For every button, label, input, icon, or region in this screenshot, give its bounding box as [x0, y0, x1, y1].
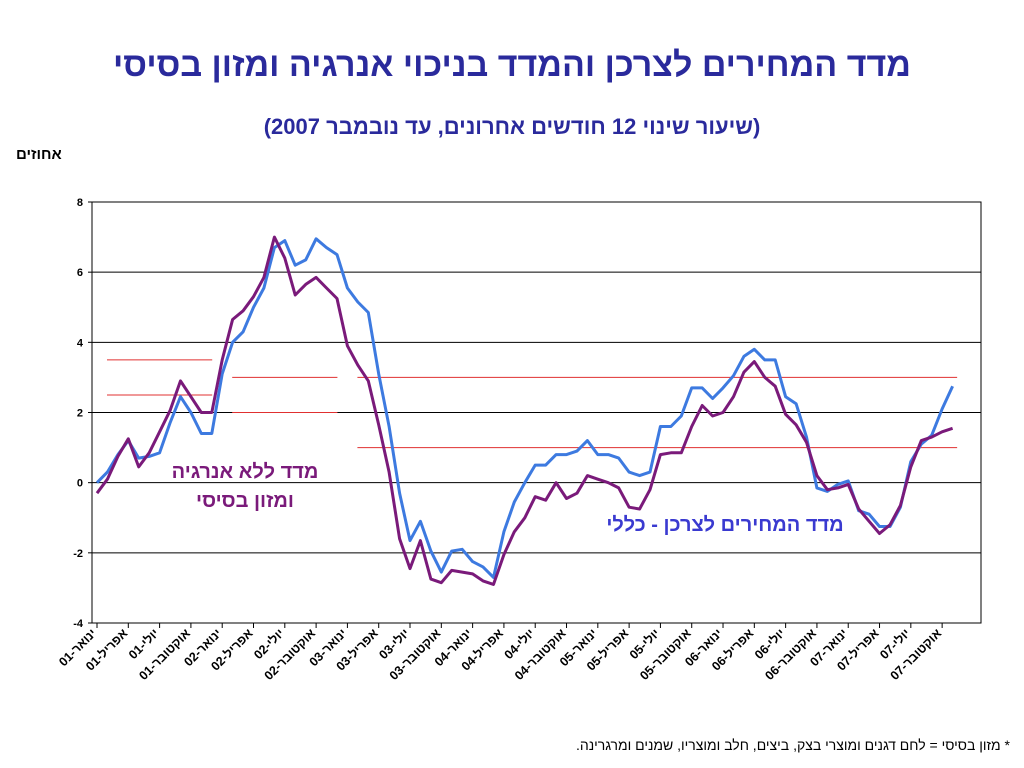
annotation-cpi-general: מדד המחירים לצרכן - כללי: [606, 514, 844, 536]
annotation-core-line-2: ומזון בסיסי: [196, 490, 294, 512]
y-tick-label: -2: [73, 548, 83, 560]
y-tick-label: 0: [77, 478, 83, 490]
y-tick-label: 8: [77, 197, 83, 209]
chart-subtitle: (שיעור שינוי 12 חודשים אחרונים, עד נובמב…: [263, 114, 761, 139]
chart-title: מדד המחירים לצרכן והמדד בניכוי אנרגיה ומ…: [113, 46, 911, 84]
y-axis-unit-label: אחוזים: [16, 146, 62, 163]
line-chart: 8 6 4 2 0 -2 -4 ינואר-01אפריל-01יולי-01אוקטובר…: [56, 197, 982, 683]
gridlines: [92, 201, 981, 624]
footnote: * מזון בסיסי = לחם דגנים ומוצרי בצק, ביצ…: [575, 737, 1010, 753]
y-axis-ticks: 8 6 4 2 0 -2 -4: [73, 197, 92, 630]
series-line-core-index: [95, 235, 954, 586]
annotation-core-line-1: מדד ללא אנרגיה: [171, 461, 319, 483]
y-tick-label: 4: [77, 337, 84, 349]
y-tick-label: 6: [77, 267, 83, 279]
series-lines: [95, 235, 954, 586]
reference-lines: [107, 359, 958, 449]
y-tick-label: -4: [73, 618, 84, 630]
y-tick-label: 2: [77, 408, 83, 420]
x-axis-ticks: ינואר-01אפריל-01יולי-01אוקטובר-01ינואר-0…: [56, 623, 945, 683]
annotation-core-index: מדד ללא אנרגיה ומזון בסיסי: [150, 458, 340, 516]
